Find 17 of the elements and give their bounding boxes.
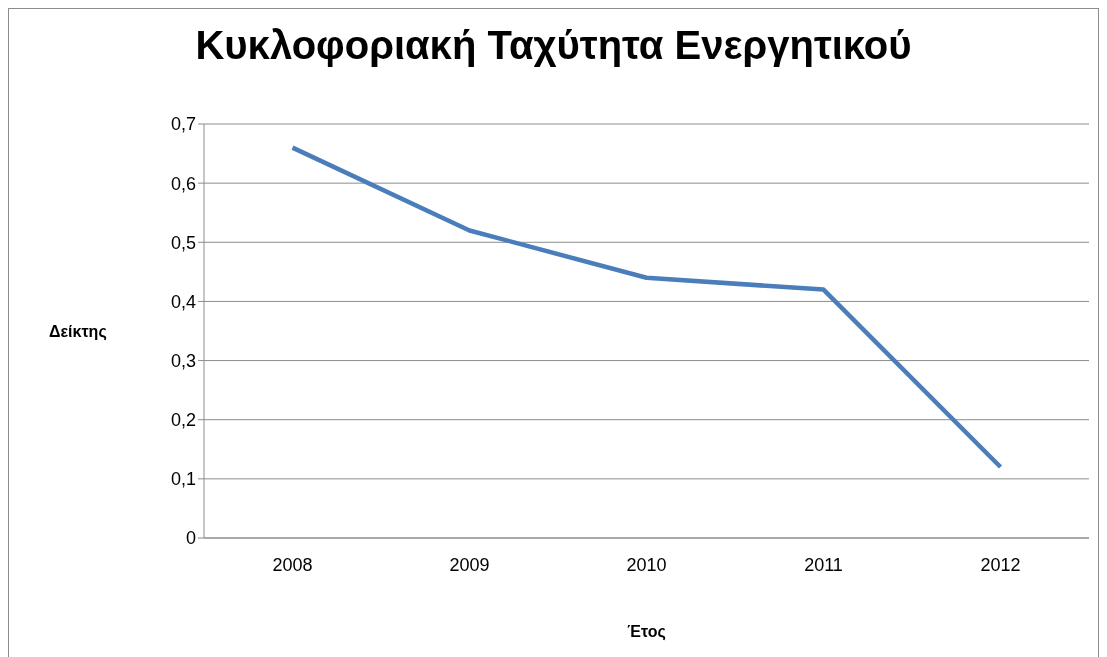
x-tick-label: 2011 <box>804 554 843 575</box>
x-tick-label: 2009 <box>449 554 490 575</box>
y-tick-label: 0,2 <box>170 410 196 431</box>
x-axis-title: Έτος <box>626 623 667 641</box>
chart-title: Κυκλοφοριακή Ταχύτητα Ενεργητικού <box>194 23 913 68</box>
line-series <box>290 145 1003 470</box>
y-tick-label: 0,6 <box>170 173 196 194</box>
y-tick-label: 0,1 <box>170 469 196 490</box>
y-axis-title: Δείκτης <box>49 323 107 341</box>
y-tick-label: 0 <box>185 528 196 549</box>
y-tick-label: 0,5 <box>170 232 196 253</box>
y-tick-label: 0,7 <box>170 114 196 135</box>
x-tick-label: 2008 <box>272 554 313 575</box>
y-tick-label: 0,3 <box>170 350 196 371</box>
x-tick-label: 2012 <box>980 554 1021 575</box>
y-tick-label: 0,4 <box>170 291 196 312</box>
x-tick-label: 2010 <box>626 554 667 575</box>
